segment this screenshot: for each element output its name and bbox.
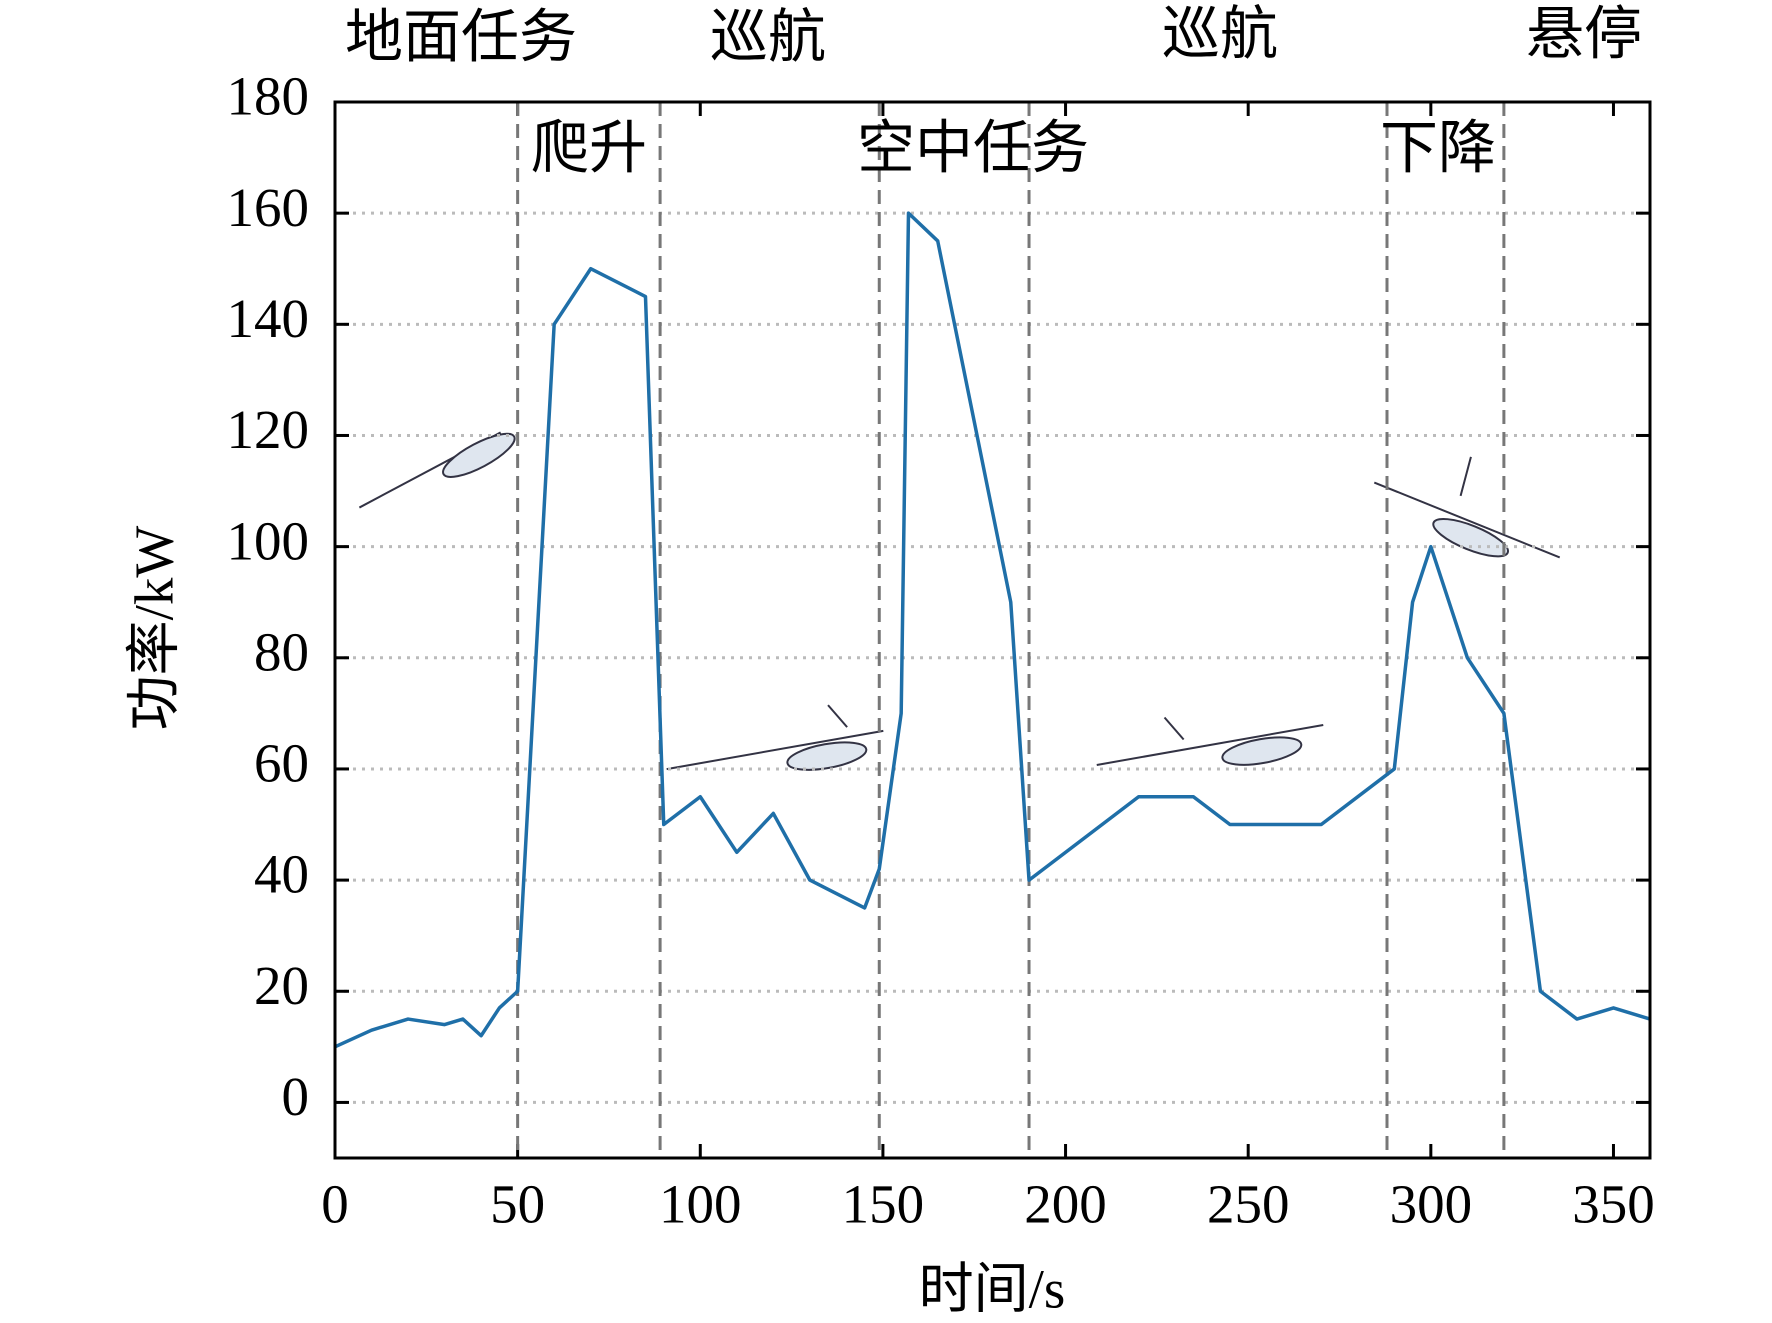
y-tick-label: 40 — [254, 844, 309, 905]
y-tick-label: 20 — [254, 955, 309, 1016]
plot-frame — [333, 100, 1652, 1160]
y-tick-label: 80 — [254, 621, 309, 682]
y-axis-label: 功率/kW — [124, 526, 185, 731]
x-tick-label: 250 — [1207, 1174, 1290, 1235]
aircraft-icon — [358, 431, 516, 509]
phase-label: 巡航 — [710, 4, 826, 69]
y-tick-label: 160 — [227, 177, 310, 238]
y-tick-label: 180 — [227, 66, 310, 127]
data-line — [334, 211, 1651, 1049]
aircraft-icons — [358, 431, 1561, 771]
phase-label: 空中任务 — [857, 115, 1089, 180]
phase-label: 悬停 — [1526, 1, 1642, 66]
aircraft-icon — [1373, 456, 1561, 559]
x-tick-label: 200 — [1024, 1174, 1107, 1235]
x-tick-label: 350 — [1572, 1174, 1655, 1235]
y-tick-label: 0 — [282, 1066, 310, 1127]
x-tick-label: 100 — [659, 1174, 742, 1235]
phase-label: 下降 — [1380, 115, 1496, 180]
phase-label: 爬升 — [531, 115, 647, 180]
phase-label: 地面任务 — [345, 4, 577, 69]
aircraft-icon — [666, 704, 884, 771]
x-tick-label: 50 — [490, 1174, 545, 1235]
y-tick-label: 100 — [227, 510, 310, 571]
y-tick-label: 140 — [227, 288, 310, 349]
x-axis-label: 时间/s — [919, 1259, 1066, 1320]
y-tick-label: 120 — [227, 399, 310, 460]
x-tick-label: 0 — [321, 1174, 349, 1235]
x-tick-label: 150 — [842, 1174, 925, 1235]
x-tick-label: 300 — [1390, 1174, 1473, 1235]
phase-label: 巡航 — [1162, 1, 1278, 66]
aircraft-icon — [1096, 716, 1324, 766]
y-tick-label: 60 — [254, 733, 309, 794]
